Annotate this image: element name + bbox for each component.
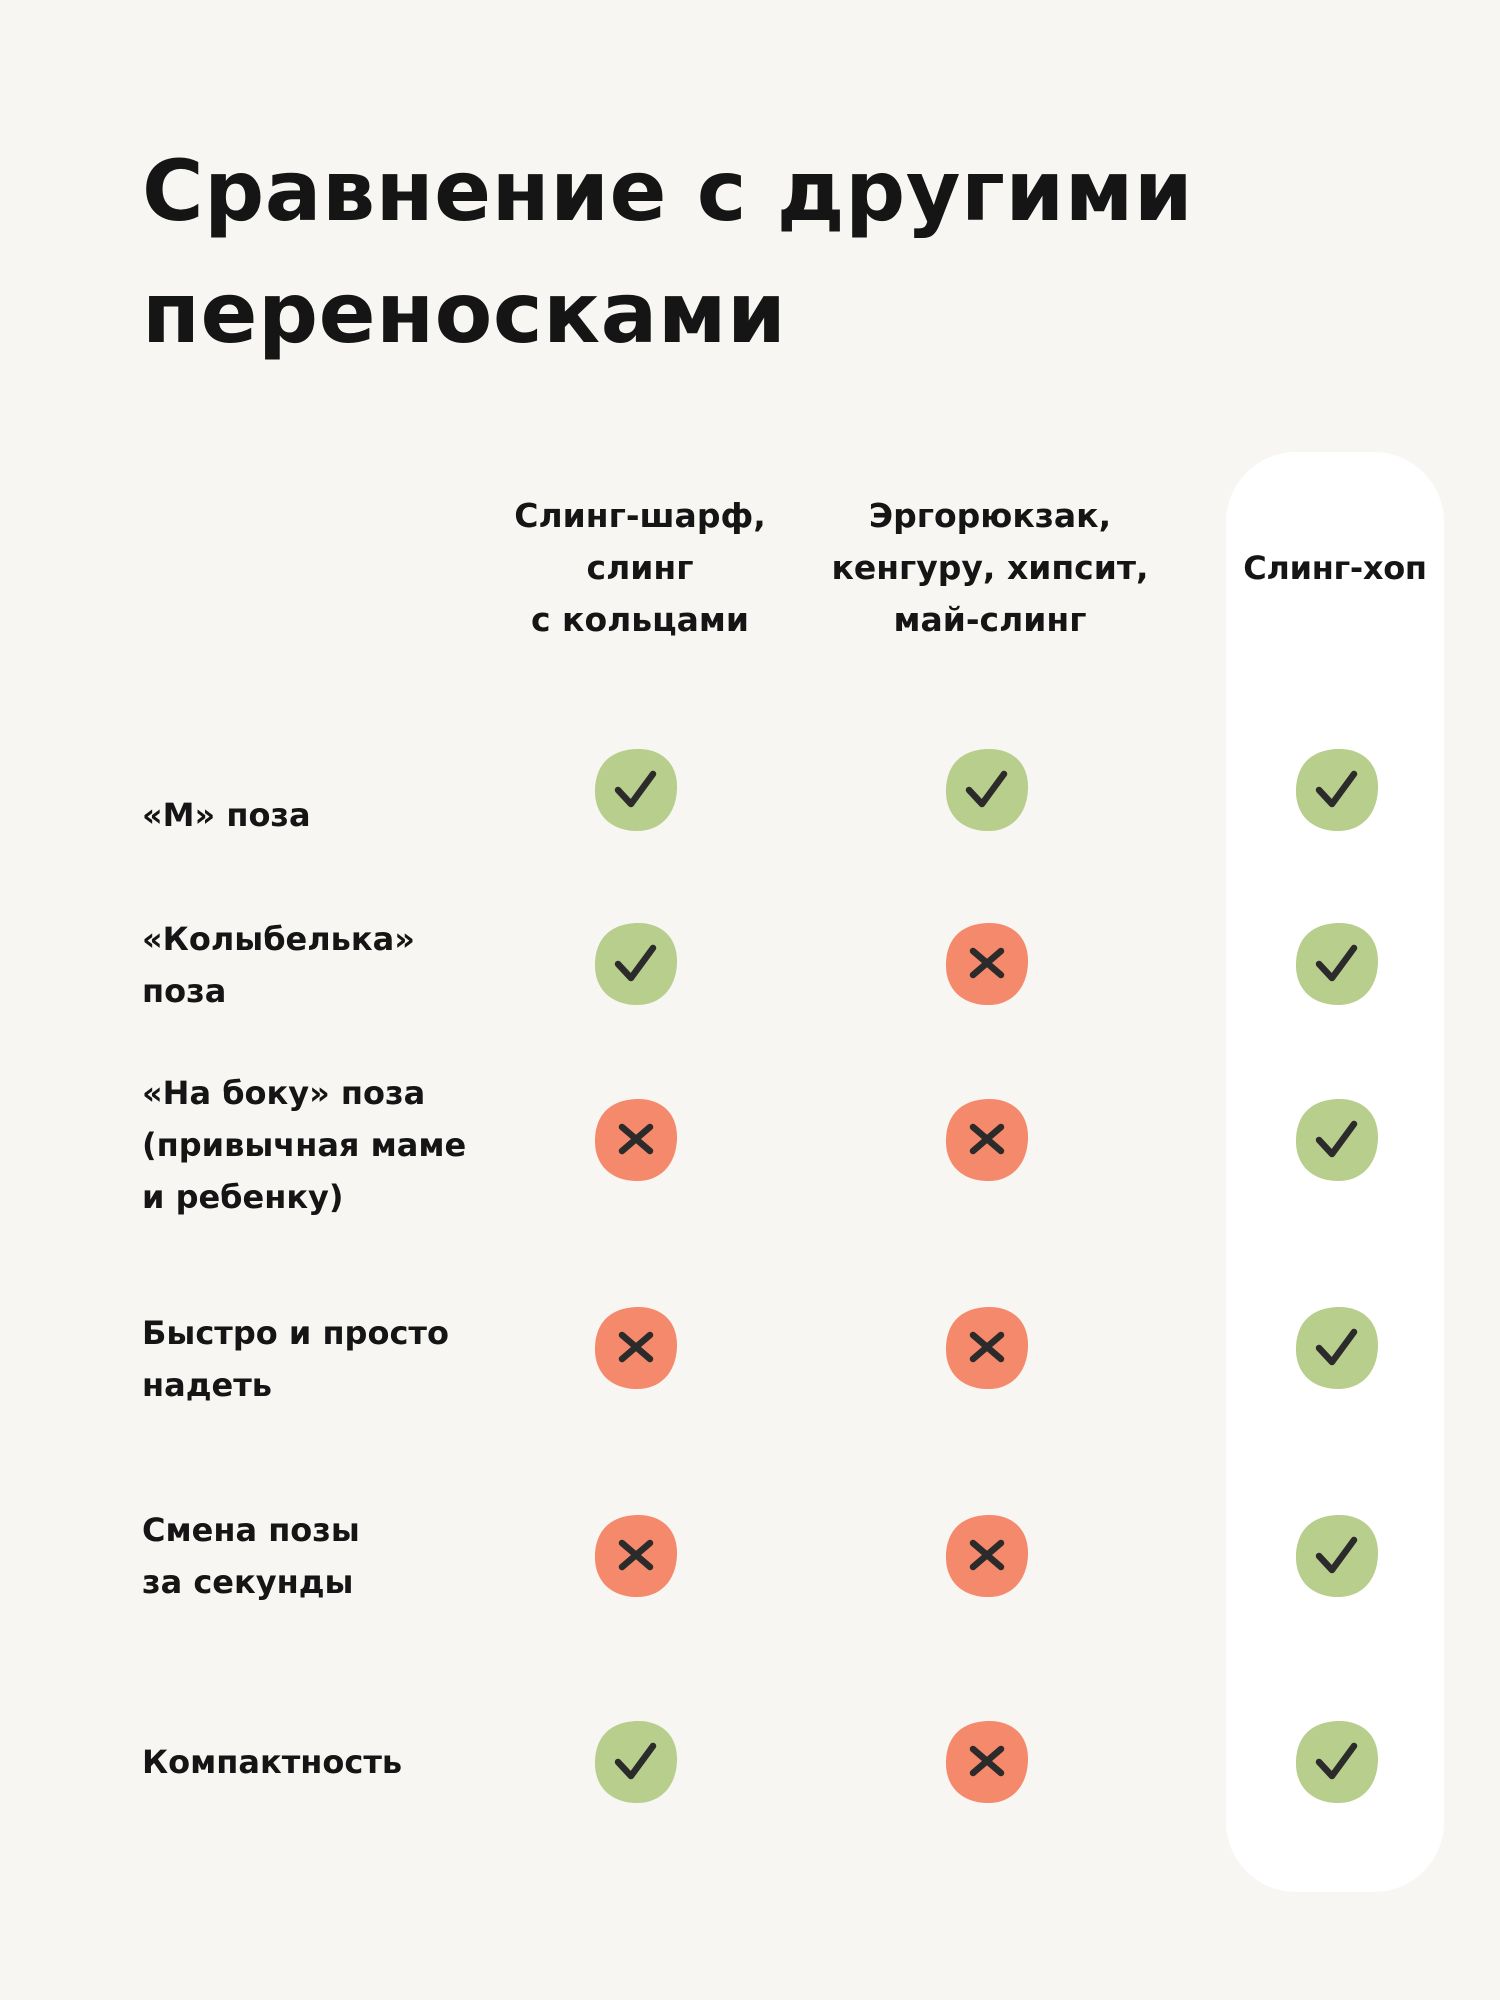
page-title: Сравнение с другими переносками bbox=[142, 142, 1194, 362]
row-label-m-position: «М» поза bbox=[142, 796, 311, 834]
cross-icon bbox=[940, 1509, 1034, 1603]
check-icon bbox=[1290, 1301, 1384, 1395]
check-icon bbox=[1290, 1093, 1384, 1187]
check-icon bbox=[1290, 1509, 1384, 1603]
check-icon bbox=[1290, 1715, 1384, 1809]
column-header-ergo-backpack: Эргорюкзак, кенгуру, хипсит, май-слинг bbox=[831, 496, 1149, 639]
column-header-sling-hop: Слинг-хоп bbox=[1243, 549, 1427, 587]
cross-icon bbox=[940, 1301, 1034, 1395]
cross-icon bbox=[589, 1093, 683, 1187]
row-label-side-position: «На боку» поза (привычная маме и ребенку… bbox=[142, 1074, 467, 1216]
check-icon bbox=[1290, 917, 1384, 1011]
check-icon bbox=[940, 743, 1034, 837]
cross-icon bbox=[940, 917, 1034, 1011]
cross-icon bbox=[940, 1715, 1034, 1809]
check-icon bbox=[589, 1715, 683, 1809]
cross-icon bbox=[589, 1301, 683, 1395]
column-header-sling-scarf: Слинг-шарф, слинг с кольцами bbox=[514, 496, 766, 639]
check-icon bbox=[1290, 743, 1384, 837]
row-label-quick-easy: Быстро и просто надеть bbox=[142, 1314, 449, 1404]
check-icon bbox=[589, 917, 683, 1011]
check-icon bbox=[589, 743, 683, 837]
row-label-quick-change: Смена позы за секунды bbox=[142, 1511, 360, 1601]
cross-icon bbox=[940, 1093, 1034, 1187]
row-label-cradle-position: «Колыбелька» поза bbox=[142, 920, 415, 1010]
cross-icon bbox=[589, 1509, 683, 1603]
row-label-compactness: Компактность bbox=[142, 1743, 403, 1781]
